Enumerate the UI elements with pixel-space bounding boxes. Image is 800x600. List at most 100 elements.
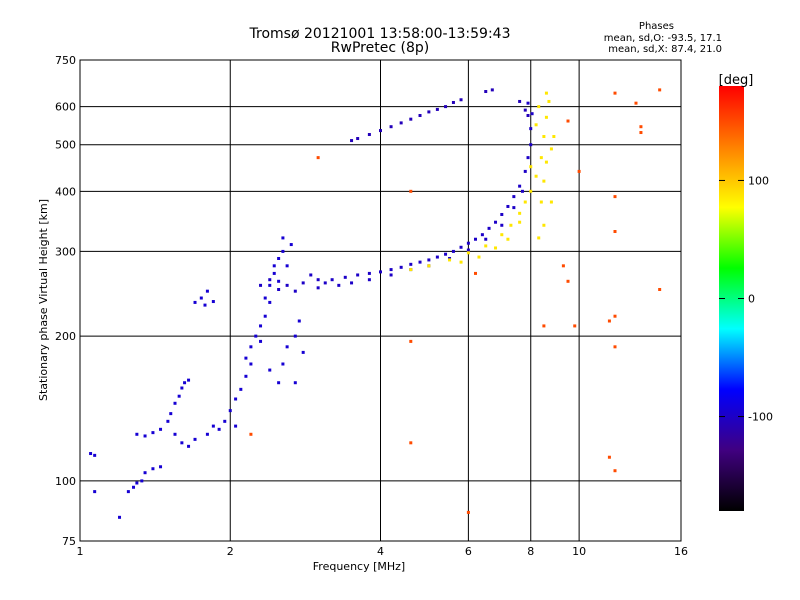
data-point (427, 110, 431, 114)
data-point (484, 90, 488, 94)
data-point (285, 345, 289, 349)
data-point (544, 91, 548, 95)
data-point (613, 229, 617, 233)
data-point (529, 127, 533, 131)
data-point (367, 133, 371, 137)
data-point (542, 179, 546, 183)
data-point (151, 467, 155, 471)
y-tick-label: 75 (62, 535, 76, 548)
data-point (367, 278, 371, 282)
x-tick-label: 6 (465, 545, 472, 558)
data-point (500, 212, 504, 216)
colorbar-tick-label: 0 (748, 293, 755, 306)
data-point (529, 143, 533, 147)
data-point (272, 264, 276, 268)
data-point (259, 283, 263, 287)
data-point (435, 255, 439, 259)
data-point (356, 137, 360, 141)
data-point (277, 287, 281, 291)
data-point (448, 258, 452, 262)
data-point (547, 99, 551, 103)
data-point (607, 319, 611, 323)
data-point (459, 245, 463, 249)
data-point (639, 125, 643, 129)
x-tick-label: 16 (674, 545, 688, 558)
x-tick-label: 1 (77, 545, 84, 558)
data-point (566, 119, 570, 123)
data-point (639, 131, 643, 135)
data-point (187, 444, 191, 448)
data-point (159, 427, 163, 431)
data-point (444, 252, 448, 256)
data-point (203, 303, 207, 307)
data-point (399, 121, 403, 125)
data-point (330, 278, 334, 282)
x-axis-label: Frequency [MHz] (313, 560, 405, 573)
data-point (477, 255, 481, 259)
data-point (281, 249, 285, 253)
data-point (93, 490, 97, 494)
data-point (577, 169, 581, 173)
data-point (466, 251, 470, 255)
data-point (350, 139, 354, 143)
chart-subtitle: RwPretec (8p) (330, 40, 430, 56)
phase-o-stats: mean, sd,O: -93.5, 17.1 (603, 33, 722, 44)
data-point (187, 378, 191, 382)
data-point (228, 409, 232, 413)
data-point (356, 273, 360, 277)
data-point (466, 510, 470, 514)
data-point (180, 441, 184, 445)
data-point (544, 115, 548, 119)
colorbar-tick-label: 100 (748, 174, 769, 187)
data-point (552, 135, 556, 139)
data-point (293, 334, 297, 338)
data-point (409, 262, 413, 266)
data-point (634, 101, 638, 105)
phase-header: Phases (638, 21, 674, 32)
data-point (301, 350, 305, 354)
data-point (418, 114, 422, 118)
data-point (409, 339, 413, 343)
data-point (205, 289, 209, 293)
data-point (523, 108, 527, 112)
data-point (613, 91, 617, 95)
data-point (542, 324, 546, 328)
data-point (494, 220, 498, 224)
y-tick-label: 100 (55, 475, 76, 488)
data-point (534, 123, 538, 127)
data-point (529, 165, 533, 169)
data-point (244, 356, 248, 360)
data-point (177, 394, 181, 398)
data-point (293, 289, 297, 293)
y-tick-label: 600 (55, 101, 76, 114)
data-point (277, 381, 281, 385)
data-point (211, 424, 215, 428)
data-point (520, 189, 524, 193)
data-point (199, 296, 203, 300)
data-point (459, 260, 463, 264)
data-point (537, 105, 541, 109)
data-point (658, 287, 662, 291)
data-point (473, 271, 477, 275)
data-point (316, 278, 320, 282)
data-point (537, 236, 541, 240)
data-point (268, 368, 272, 372)
data-point (183, 381, 187, 385)
data-point (389, 125, 393, 129)
data-point (293, 381, 297, 385)
data-point (512, 195, 516, 199)
data-point (173, 401, 177, 405)
colorbar-label: [deg] (719, 73, 754, 88)
data-point (249, 432, 253, 436)
data-point (223, 419, 227, 423)
data-point (350, 281, 354, 285)
data-point (549, 147, 553, 151)
data-point (259, 324, 263, 328)
chart-title: Tromsø 20121001 13:58:00-13:59:43 (249, 26, 511, 42)
y-tick-label: 200 (55, 330, 76, 343)
data-point (409, 117, 413, 121)
data-point (244, 374, 248, 378)
data-point (143, 471, 147, 475)
data-point (506, 204, 510, 208)
